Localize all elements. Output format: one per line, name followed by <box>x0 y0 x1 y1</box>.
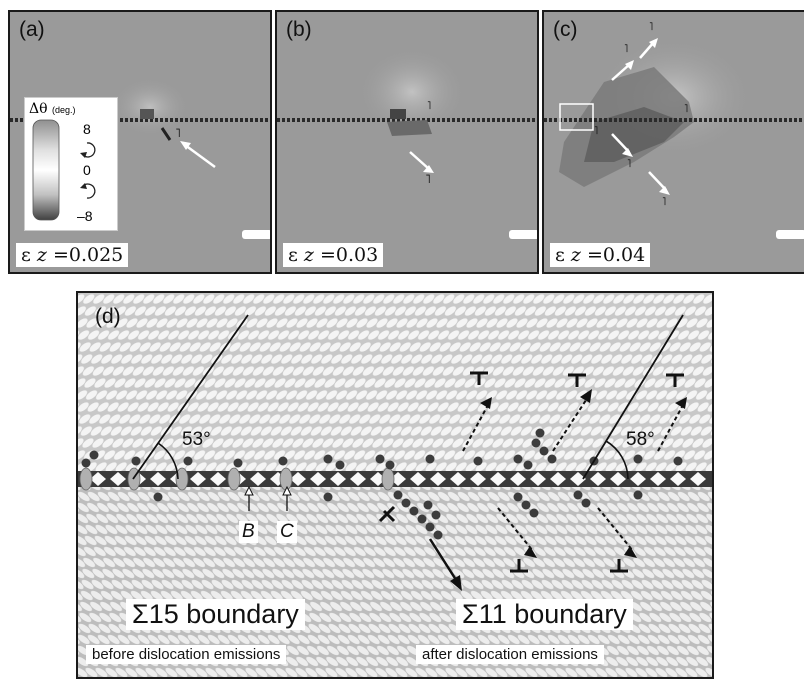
after-emissions-caption: after dislocation emissions <box>416 645 604 664</box>
panel-c: ˥ ˥ ˥ ˥ ˥ ˥ (c) ε z =0.04 <box>542 10 804 274</box>
before-emissions-caption: before dislocation emissions <box>86 645 287 664</box>
sigma11-boundary-label: Σ11 boundary <box>456 599 633 630</box>
panel-a-strain: ε z =0.025 <box>16 243 129 267</box>
svg-text:˥: ˥ <box>662 196 666 208</box>
panel-b-strain: ε z =0.03 <box>283 243 384 267</box>
svg-text:˥: ˥ <box>649 21 653 33</box>
site-c-label: C <box>277 521 297 543</box>
svg-text:˥: ˥ <box>175 126 181 140</box>
panel-d-label: (d) <box>95 305 121 328</box>
legend-colorbar <box>32 119 96 221</box>
panel-d-image <box>78 293 712 677</box>
svg-text:˥: ˥ <box>594 125 598 137</box>
svg-text:˥: ˥ <box>427 100 431 112</box>
svg-text:˥: ˥ <box>624 43 628 55</box>
site-b-label: B <box>239 521 258 543</box>
panel-b-label: (b) <box>286 18 312 41</box>
angle-53-label: 53° <box>182 429 211 450</box>
angle-58-label: 58° <box>626 429 655 450</box>
panel-d: (d) 53° 58° B C Σ15 boundary Σ11 boundar… <box>76 291 714 679</box>
panel-b: ˥ ˥ (b) ε z =0.03 <box>275 10 539 274</box>
legend-title: Δθ (deg.) <box>29 101 76 117</box>
svg-text:˥: ˥ <box>627 158 631 170</box>
legend-zero: 0 <box>83 162 91 178</box>
panel-c-strain: ε z =0.04 <box>550 243 651 267</box>
sigma15-boundary-label: Σ15 boundary <box>126 599 305 630</box>
panel-a-label: (a) <box>19 18 45 41</box>
panel-c-label: (c) <box>553 18 578 41</box>
svg-text:˥: ˥ <box>425 172 431 186</box>
legend-min: –8 <box>77 208 93 224</box>
panel-b-image: ˥ ˥ <box>277 47 537 239</box>
svg-text:˥: ˥ <box>684 103 688 115</box>
legend-max: 8 <box>83 121 91 137</box>
panel-a-image: ˥ <box>10 77 270 239</box>
panel-a: ˥ (a) ε z =0.025 Δθ (deg.) <box>8 10 272 274</box>
panel-c-image: ˥ ˥ ˥ ˥ ˥ ˥ <box>544 21 804 239</box>
delta-theta-legend: Δθ (deg.) 8 0 –8 <box>24 97 118 231</box>
